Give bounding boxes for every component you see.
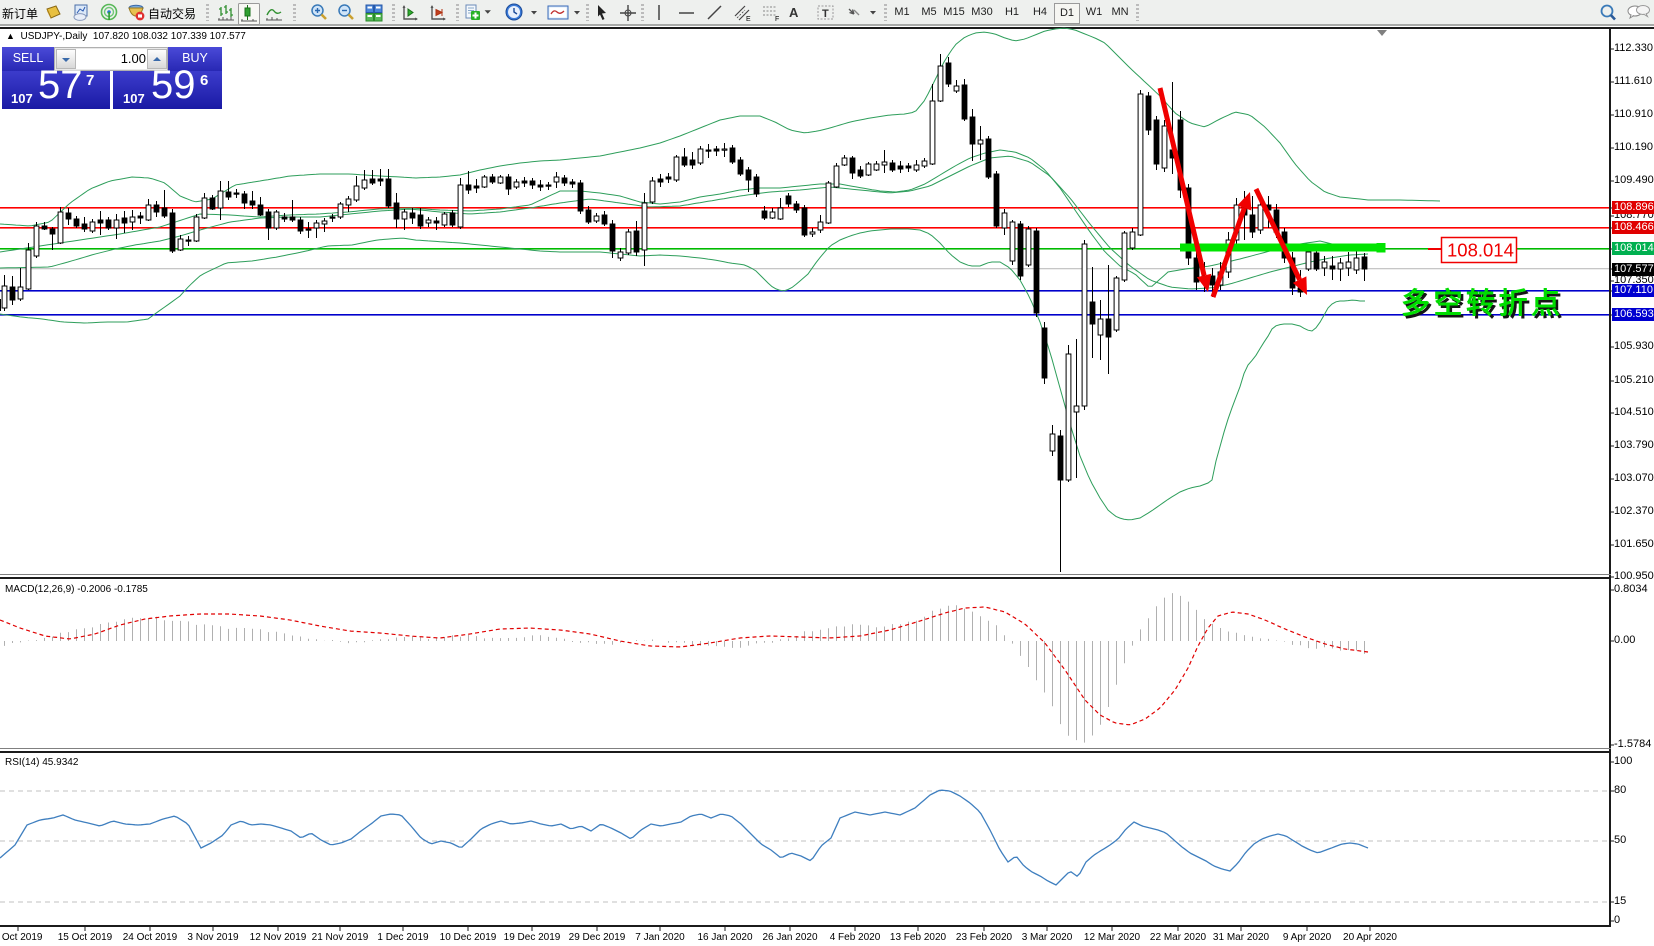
svg-text:T: T [822, 8, 829, 20]
svg-text:108.014: 108.014 [1447, 240, 1514, 261]
svg-text:F: F [775, 16, 779, 23]
svg-text:E: E [746, 16, 751, 23]
